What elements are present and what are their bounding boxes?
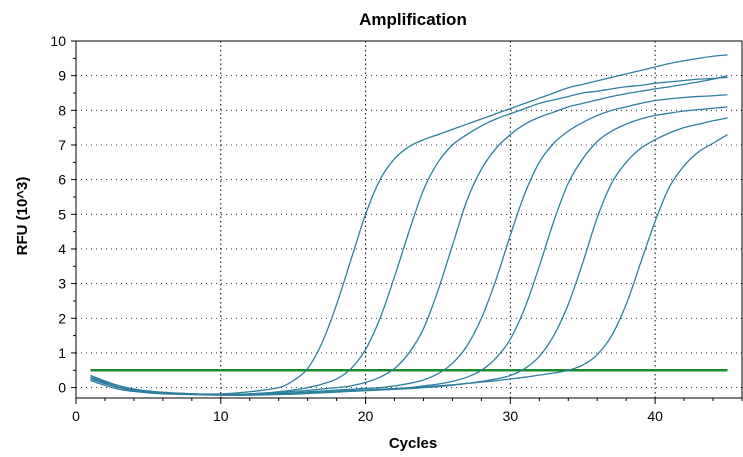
y-tick-label: 2 bbox=[58, 310, 66, 326]
y-tick-label: 9 bbox=[58, 68, 66, 84]
x-tick-label: 10 bbox=[213, 408, 229, 424]
x-tick-label: 0 bbox=[72, 408, 80, 424]
y-tick-label: 7 bbox=[58, 137, 66, 153]
y-tick-label: 0 bbox=[58, 380, 66, 396]
amplification-curve-4 bbox=[90, 94, 728, 396]
x-tick-label: 40 bbox=[647, 408, 663, 424]
y-axis-label: RFU (10^3) bbox=[14, 177, 31, 256]
y-tick-label: 4 bbox=[58, 241, 66, 257]
amplification-curve-5 bbox=[90, 106, 728, 396]
x-tick-label: 20 bbox=[358, 408, 374, 424]
amplification-curve-1 bbox=[90, 54, 728, 395]
y-tick-label: 6 bbox=[58, 172, 66, 188]
amplification-curve-3 bbox=[90, 75, 728, 396]
plot-frame bbox=[75, 40, 743, 399]
y-tick-label: 8 bbox=[58, 102, 66, 118]
amplification-curve-7 bbox=[90, 134, 728, 396]
x-axis-label: Cycles bbox=[389, 435, 437, 452]
axis-ticks: 0 1 2 3 4 5 6 7 8 9 10 0 10 20 30 40 bbox=[50, 33, 743, 424]
chart-title: Amplification bbox=[359, 10, 467, 29]
amplification-curve-2 bbox=[90, 76, 728, 396]
grid-lines bbox=[76, 41, 742, 398]
x-tick-label: 30 bbox=[503, 408, 519, 424]
y-tick-label: 3 bbox=[58, 276, 66, 292]
y-tick-label: 1 bbox=[58, 345, 66, 361]
curve-layer bbox=[90, 54, 728, 396]
y-tick-label: 5 bbox=[58, 206, 66, 222]
y-tick-label: 10 bbox=[50, 33, 66, 49]
